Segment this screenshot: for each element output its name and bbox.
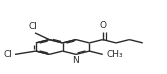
Text: N: N [73,56,79,65]
Text: O: O [99,21,106,30]
Text: Cl: Cl [28,22,37,31]
Text: CH₃: CH₃ [107,50,124,59]
Text: Cl: Cl [4,50,13,59]
